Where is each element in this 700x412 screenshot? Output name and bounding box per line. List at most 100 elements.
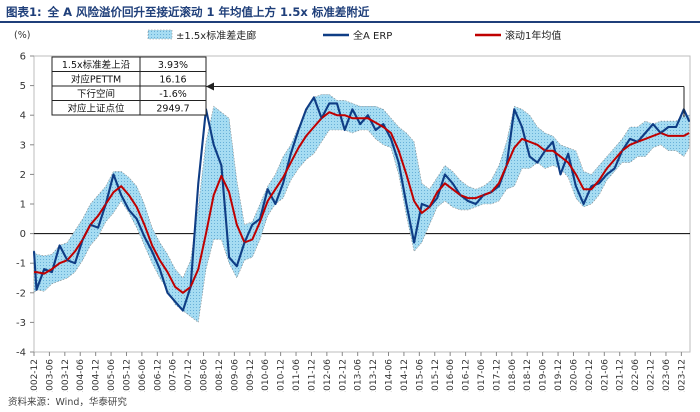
erp-point	[575, 185, 577, 187]
x-tick-label: 2014-12	[400, 359, 410, 392]
x-tick-label: 2009-12	[246, 359, 256, 392]
table-row-value: -1.6%	[159, 89, 187, 100]
table-row-value: 2949.7	[156, 104, 189, 115]
erp-point	[135, 218, 138, 220]
erp-point	[128, 209, 130, 211]
erp-point	[313, 96, 315, 99]
erp-point	[236, 265, 238, 268]
x-tick-label: 2018-06	[508, 359, 518, 392]
erp-point	[467, 200, 469, 202]
erp-point	[166, 292, 169, 294]
x-tick-label: 2004-12	[92, 359, 102, 392]
x-tick-label: 2016-12	[462, 359, 472, 392]
erp-point	[621, 149, 623, 152]
x-tick-label: 2014-06	[385, 359, 395, 392]
erp-point	[220, 164, 223, 167]
x-tick-label: 2022-12	[647, 359, 657, 392]
x-tick-label: 2011-12	[307, 359, 317, 392]
erp-point	[197, 182, 200, 185]
erp-chart: (%) -4 -3 -2 -1 0 1 2 3 4 5 6 2002-12 2003-06 2003-12 2…	[14, 29, 691, 392]
legend-label: ±1.5x标准差走廊	[176, 29, 256, 42]
erp-point	[582, 203, 585, 205]
x-tick-label: 2010-12	[277, 359, 287, 392]
erp-point	[43, 268, 45, 270]
erp-point	[58, 244, 61, 247]
x-tick-label: 2022-06	[631, 359, 641, 392]
x-tick-label: 2012-06	[323, 359, 333, 392]
legend-swatch-band	[147, 29, 173, 40]
x-tick-label: 2007-12	[184, 359, 194, 392]
erp-point	[351, 108, 354, 111]
y-tick-label: 1	[20, 200, 26, 211]
erp-point	[382, 123, 385, 125]
erp-point	[282, 182, 284, 185]
erp-point	[243, 241, 246, 244]
source-note: 资料来源：Wind，华泰研究	[8, 397, 127, 408]
erp-point	[174, 300, 176, 303]
erp-point	[644, 132, 647, 134]
table-row-label: 下行空间	[77, 88, 115, 100]
erp-point	[305, 108, 308, 111]
x-tick-label: 2023-06	[662, 359, 672, 392]
x-tick-label: 2012-12	[338, 359, 348, 392]
erp-point	[266, 188, 269, 190]
x-tick-label: 2023-12	[677, 359, 687, 392]
erp-point	[397, 161, 400, 164]
table-row-label: 对应PETTM	[71, 74, 121, 86]
erp-point	[544, 149, 546, 152]
erp-point	[390, 138, 392, 140]
x-tick-label: 2016-06	[446, 359, 456, 392]
erp-point	[444, 173, 446, 176]
erp-point	[251, 223, 254, 226]
erp-point	[189, 286, 192, 288]
erp-point	[675, 126, 677, 128]
erp-point	[528, 155, 531, 158]
erp-point	[451, 182, 454, 185]
erp-point	[559, 173, 562, 176]
x-tick-label: 2020-06	[570, 359, 580, 392]
x-tick-label: 2002-12	[30, 359, 40, 392]
x-tick-label: 2005-06	[107, 359, 117, 392]
erp-point	[182, 309, 184, 312]
erp-point	[652, 123, 654, 125]
x-tick-label: 2003-06	[45, 359, 55, 392]
erp-point	[606, 173, 608, 176]
erp-point	[66, 259, 69, 262]
figure-label: 图表1:	[6, 5, 42, 19]
x-tick-label: 2017-06	[477, 359, 487, 392]
title-underline	[0, 21, 700, 23]
y-unit-label: (%)	[14, 30, 30, 41]
erp-point	[51, 271, 53, 273]
x-tick-label: 2019-06	[539, 359, 549, 392]
erp-point	[636, 141, 639, 143]
y-tick-label: 5	[20, 81, 26, 92]
y-tick-label: -1	[16, 259, 26, 270]
erp-point	[475, 203, 477, 205]
y-tick-label: 2	[20, 170, 26, 181]
erp-point	[336, 102, 338, 105]
erp-point	[405, 203, 408, 205]
x-tick-label: 2011-06	[292, 359, 302, 392]
band-corridor	[33, 94, 690, 323]
erp-point	[120, 194, 122, 196]
table-row-value: 16.16	[159, 75, 186, 86]
annotation-arrowhead	[206, 82, 214, 91]
erp-point	[629, 138, 631, 140]
erp-point	[513, 108, 516, 111]
x-tick-label: 2018-12	[523, 359, 533, 392]
x-tick-label: 2007-06	[169, 359, 179, 392]
x-tick-label: 2004-06	[76, 359, 86, 392]
table-row-label: 对应上证点位	[67, 103, 125, 115]
erp-point	[151, 250, 153, 253]
x-tick-label: 2019-12	[554, 359, 564, 392]
erp-point	[89, 223, 92, 226]
y-tick-label: -4	[16, 348, 26, 359]
erp-point	[659, 132, 662, 134]
erp-point	[81, 238, 84, 241]
erp-point	[328, 102, 331, 105]
y-tick-label: 4	[20, 111, 26, 122]
erp-point	[274, 203, 277, 205]
x-tick-label: 2006-12	[153, 359, 163, 392]
erp-point	[112, 173, 115, 176]
x-tick-label: 2003-12	[61, 359, 71, 392]
